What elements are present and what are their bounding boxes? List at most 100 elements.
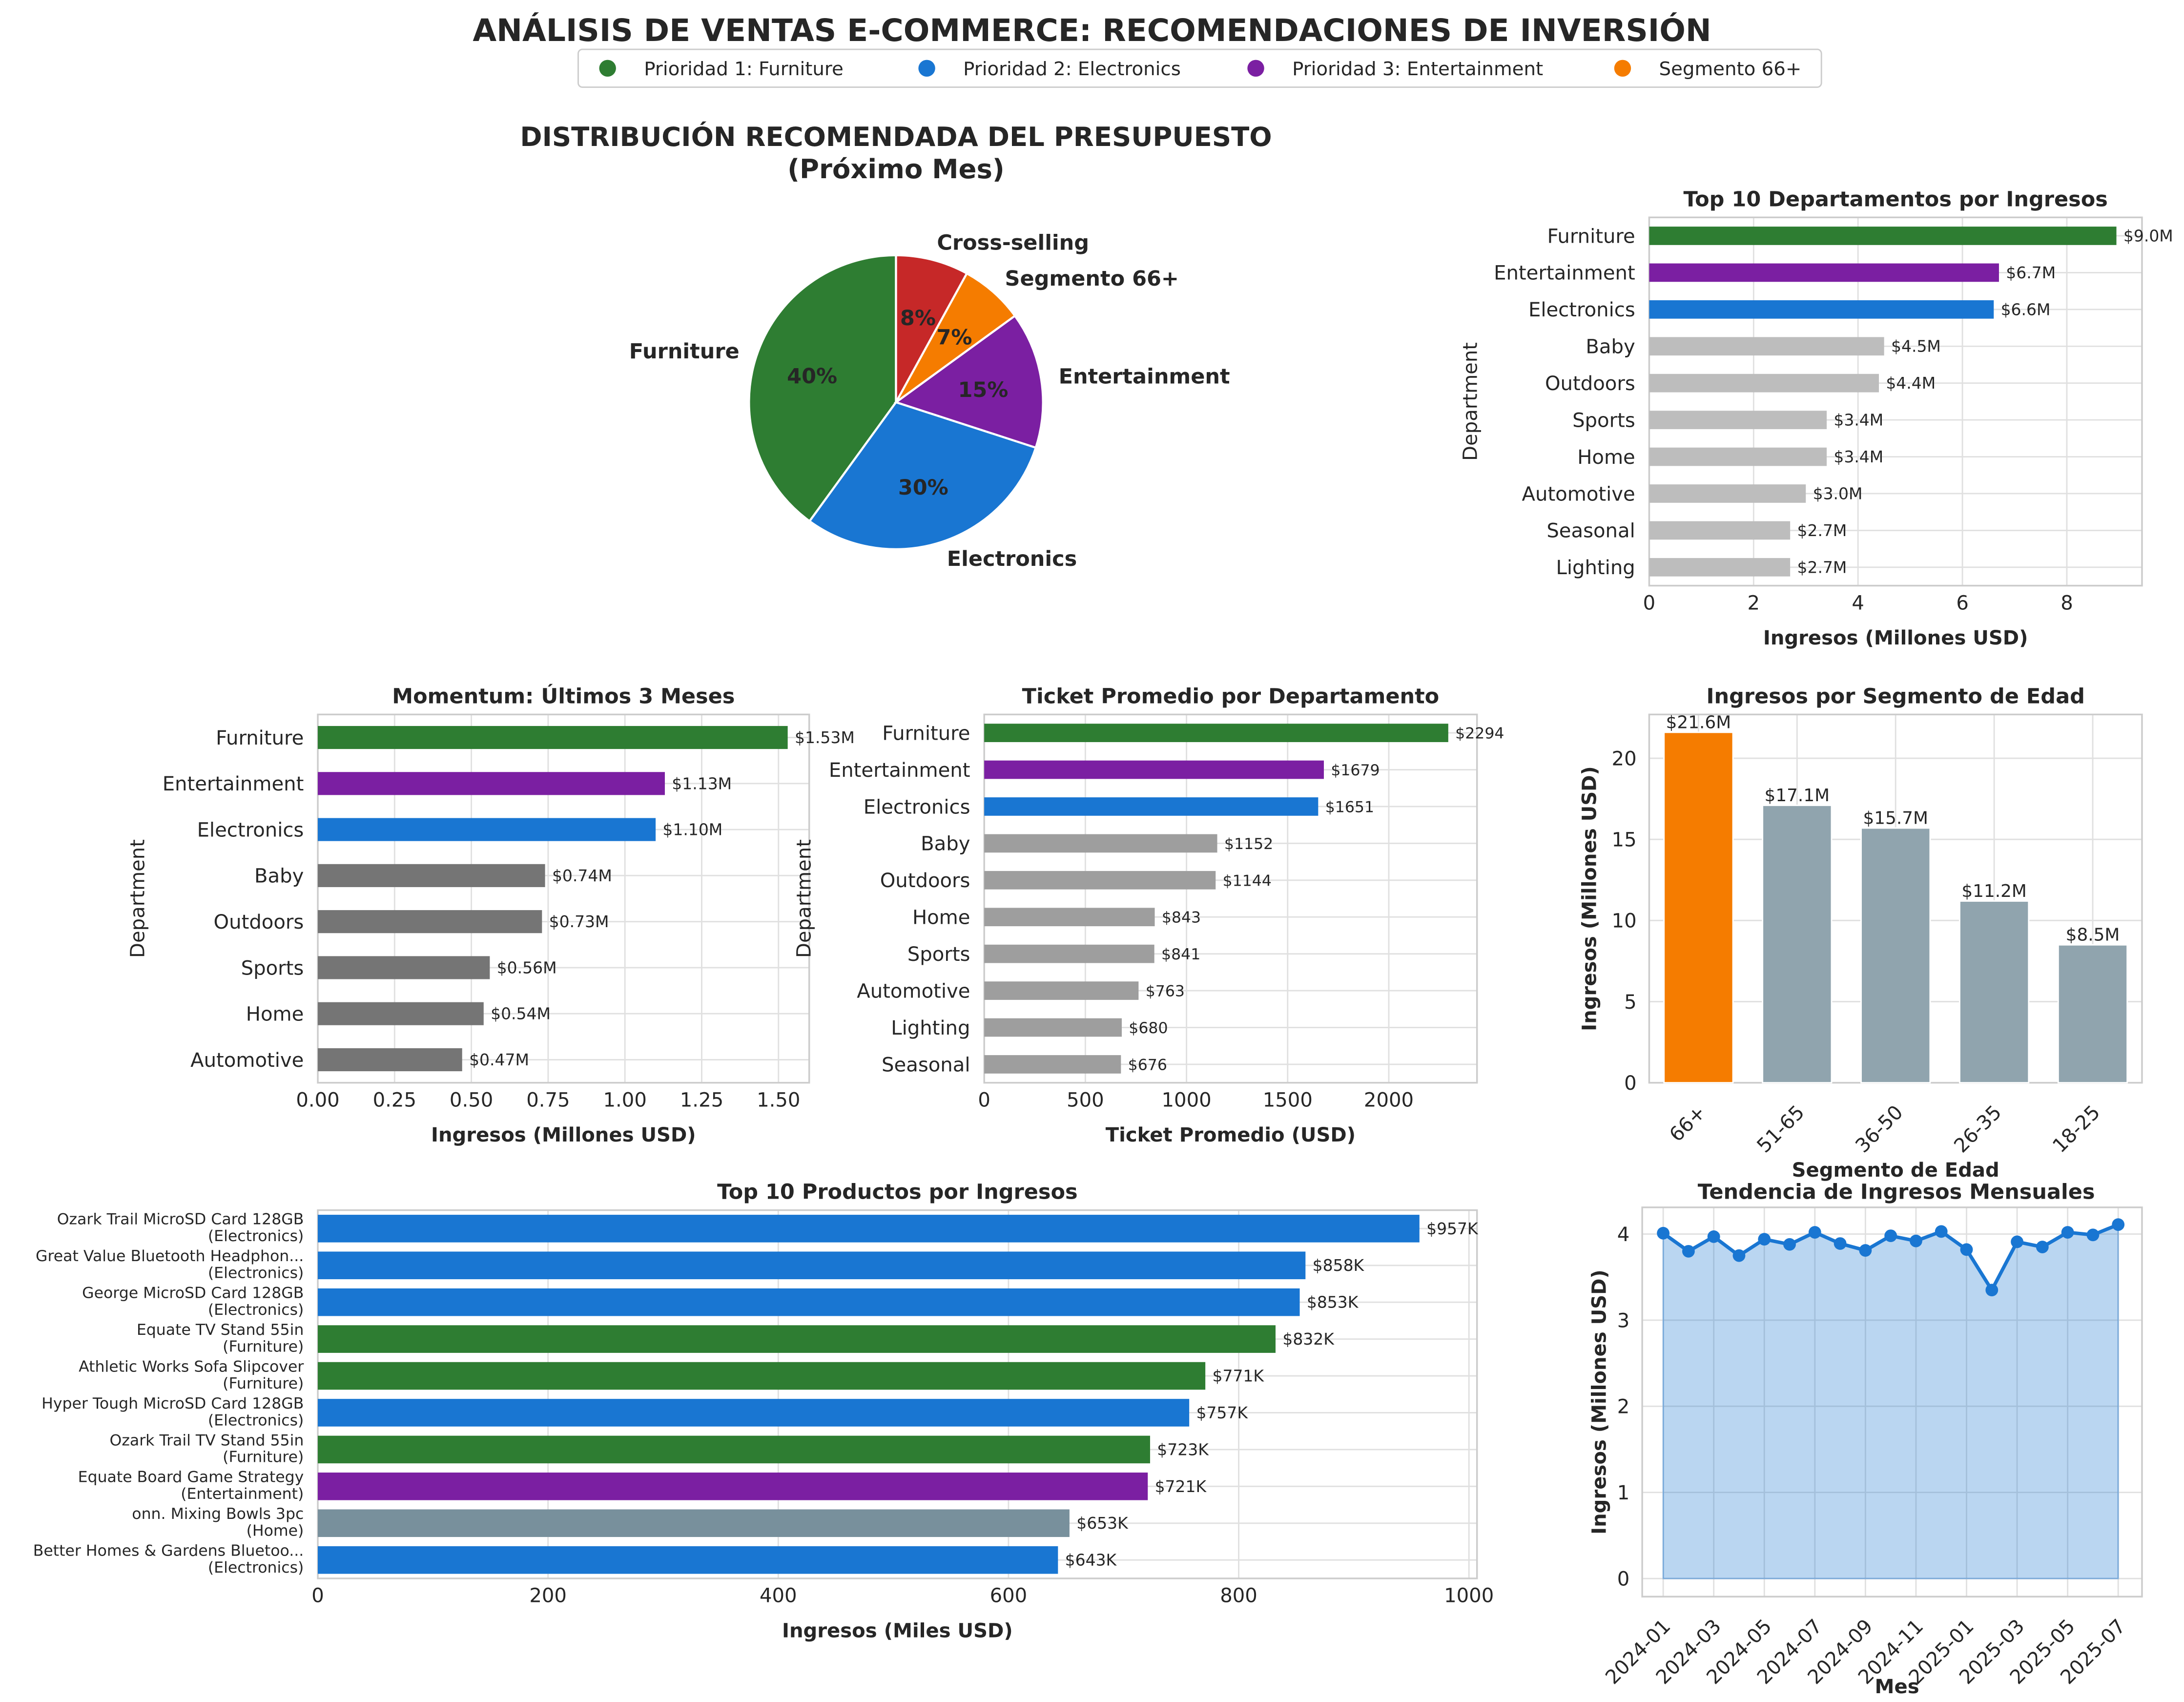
bar-value-label: $17.1M [1765,786,1830,806]
y-tick-label: Baby [1586,336,1635,358]
bar-value-label: $653K [1076,1514,1129,1533]
x-tick-label: 200 [529,1585,567,1607]
bar-value-label: $0.54M [491,1004,551,1023]
data-point [1859,1244,1872,1257]
legend-label: Segmento 66+ [1659,58,1802,80]
x-tick-label: 1.25 [680,1089,723,1111]
legend-marker [599,60,616,77]
y-tick-label: Equate Board Game Strategy [78,1469,304,1486]
y-tick-label: Lighting [1556,557,1635,579]
data-point [1783,1238,1796,1251]
axes-frame [1641,1206,2143,1598]
bar-value-label: $15.7M [1863,808,1928,828]
y-tick-label: 1 [1617,1482,1630,1504]
avg-ticket-chart: 0 500 1000 1500 2000 $2294 Furniture $1679 Enter… [793,684,1504,1146]
page-title: ANÁLISIS DE VENTAS E-COMMERCE: RECOMENDA… [473,12,1711,48]
pie-percent-label: 7% [936,325,972,350]
bar-value-label: $832K [1282,1329,1335,1349]
bar-value-label: $6.7M [2006,263,2056,282]
x-tick-label: 0.50 [450,1089,493,1111]
chart-title: Top 10 Departamentos por Ingresos [1684,187,2108,211]
x-tick-label: 0.75 [526,1089,570,1111]
x-tick-label: 1000 [1162,1089,1212,1111]
y-tick-label: (Electronics) [208,1301,304,1319]
bar-value-label: $1679 [1331,762,1380,779]
bar [1649,411,1827,429]
data-point [2112,1218,2125,1231]
y-tick-label: (Furniture) [223,1375,304,1392]
bar [1649,521,1791,540]
y-tick-label: Seasonal [1546,520,1635,542]
bar [318,1325,1276,1353]
y-tick-label: Ozark Trail TV Stand 55in [110,1432,304,1449]
bar-value-label: $9.0M [2123,226,2173,245]
bar-value-label: $4.5M [1891,337,1941,356]
x-tick-label: 1000 [1444,1585,1494,1607]
y-tick-label: Lighting [891,1017,970,1039]
y-tick-label: (Home) [247,1522,304,1540]
x-axis-label: Segmento de Edad [1792,1159,1999,1182]
y-tick-label: Furniture [216,727,304,749]
data-point [2061,1226,2074,1239]
x-axis-label: Ingresos (Millones USD) [431,1124,696,1146]
momentum-chart: 0.00 0.25 0.50 0.75 1.00 1.25 1.50 $1.53M Furnit… [126,684,854,1146]
area-fill [1662,1224,2119,1579]
bar-value-label: $0.74M [552,866,612,885]
bar [318,818,656,841]
pie-category-label: Electronics [947,547,1077,571]
bar-value-label: $763 [1146,983,1185,1000]
budget-pie-chart: DISTRIBUCIÓN RECOMENDADA DEL PRESUPUESTO… [520,121,1272,571]
y-tick-label: (Entertainment) [181,1485,304,1503]
x-axis-label: Ingresos (Millones USD) [1763,627,2028,649]
bar-value-label: $4.4M [1886,374,1936,393]
data-point [1884,1229,1897,1243]
y-tick-label: Entertainment [1494,262,1635,285]
axes-frame [317,1209,1478,1579]
x-tick-label: 0 [311,1585,324,1607]
bar [318,1002,484,1025]
y-tick-label: Great Value Bluetooth Headphon... [36,1247,304,1265]
bar [1649,484,1806,503]
pie-percent-label: 30% [898,476,948,500]
y-tick-label: Seasonal [882,1054,970,1076]
y-tick-label: Home [246,1003,304,1026]
x-tick-label: 600 [990,1585,1028,1607]
bar-value-label: $3.4M [1834,411,1883,430]
bar-value-label: $643K [1065,1551,1117,1570]
pie-percent-label: 8% [900,306,936,331]
bar [1649,227,2117,245]
y-tick-label: Automotive [857,980,970,1002]
y-tick-label: Home [912,907,970,929]
legend-marker [1614,60,1631,77]
y-tick-label: 0 [1624,1072,1637,1095]
bar-value-label: $1.10M [662,820,722,839]
y-tick-label: George MicroSD Card 128GB [82,1285,304,1302]
y-tick-label: Sports [1572,409,1635,432]
y-tick-label: (Electronics) [208,1265,304,1282]
y-tick-label: (Furniture) [223,1338,304,1355]
data-point [2036,1241,2049,1253]
bar [318,1048,462,1072]
y-tick-label: onn. Mixing Bowls 3pc [132,1505,304,1523]
bar-value-label: $11.2M [1961,881,2026,901]
top-departments-chart: 0 2 4 6 8 $9.0M Furniture $6.7M Entertainment $6.… [1460,187,2173,649]
pie-category-label: Entertainment [1059,364,1230,389]
y-tick-label: 10 [1612,910,1637,933]
y-tick-label: Furniture [882,722,970,745]
bar-value-label: $8.5M [2066,925,2120,945]
bar [318,910,542,934]
bar [1649,300,1994,319]
x-tick-label: 800 [1220,1585,1257,1607]
top-products-chart: 0 200 400 600 800 1000 $957K Ozark Trail MicroS… [33,1180,1494,1642]
data-point [1707,1230,1720,1243]
y-tick-label: 3 [1617,1309,1630,1332]
chart-title: Ingresos por Segmento de Edad [1707,684,2085,708]
legend: Prioridad 1: Furniture Prioridad 2: Elect… [577,48,1822,88]
legend-label: Prioridad 1: Furniture [644,58,844,80]
legend-marker [1247,60,1264,77]
pie-slice [808,401,1037,551]
data-point [1808,1226,1821,1239]
y-tick-label: Electronics [864,796,970,818]
bar-value-label: $1.13M [672,774,732,793]
